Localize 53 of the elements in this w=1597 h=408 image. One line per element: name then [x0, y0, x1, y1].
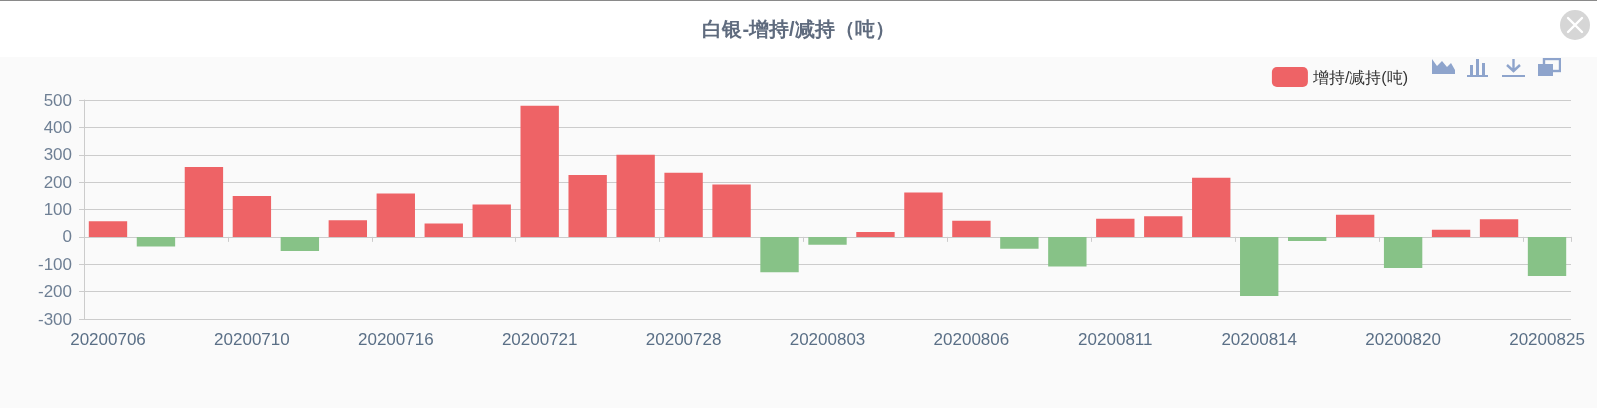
bar	[1000, 236, 1039, 249]
y-tick-label: 300	[43, 145, 72, 165]
bar	[952, 220, 991, 237]
bar	[184, 167, 224, 237]
bar	[712, 184, 751, 237]
bar	[376, 193, 415, 237]
y-tick-label: 500	[43, 90, 72, 110]
bar	[232, 196, 272, 237]
bar	[1431, 229, 1471, 237]
x-tick-label: 20200811	[1078, 330, 1153, 349]
bar	[424, 223, 463, 237]
bar	[856, 231, 895, 237]
bar	[1479, 219, 1519, 237]
bar	[136, 236, 176, 247]
bar	[1335, 214, 1375, 237]
y-tick-label: -100	[37, 254, 72, 274]
x-tick-label: 20200721	[501, 330, 578, 349]
legend-label: 增持/减持(吨)	[1311, 68, 1409, 86]
bar	[1048, 236, 1087, 267]
bar	[328, 220, 368, 237]
bar	[760, 236, 799, 273]
x-tick-label: 20200706	[70, 330, 146, 349]
bar	[1096, 218, 1135, 237]
x-tick-label: 20200803	[789, 330, 866, 349]
bar	[808, 236, 847, 245]
bar	[472, 204, 511, 237]
x-tick-label: 20200716	[357, 330, 434, 349]
y-tick-label: 100	[43, 200, 72, 219]
bar	[568, 175, 607, 237]
y-tick-label: 0	[62, 227, 72, 247]
x-tick-label: 20200825	[1509, 330, 1585, 349]
y-tick-label: -200	[37, 282, 72, 302]
x-tick-label: 20200820	[1365, 330, 1441, 349]
y-tick-label: -300	[37, 309, 72, 329]
y-tick-label: 400	[43, 117, 72, 137]
bar	[1144, 216, 1183, 237]
x-tick-label: 20200806	[933, 330, 1010, 349]
bar	[1527, 236, 1567, 277]
bar	[1192, 177, 1231, 237]
bar	[88, 221, 128, 237]
bar	[1383, 236, 1423, 269]
x-tick-label: 20200728	[645, 330, 722, 349]
bar	[520, 105, 559, 237]
bar	[1287, 236, 1327, 241]
y-tick-label: 200	[43, 172, 72, 192]
bar	[1240, 236, 1279, 297]
bar	[616, 154, 655, 237]
bar	[664, 172, 703, 237]
bar	[904, 192, 943, 237]
bar	[280, 236, 320, 252]
chart-title: 白银-增持/减持（吨）	[702, 18, 895, 40]
x-tick-label: 20200710	[214, 330, 290, 349]
x-tick-label: 20200814	[1221, 330, 1298, 349]
